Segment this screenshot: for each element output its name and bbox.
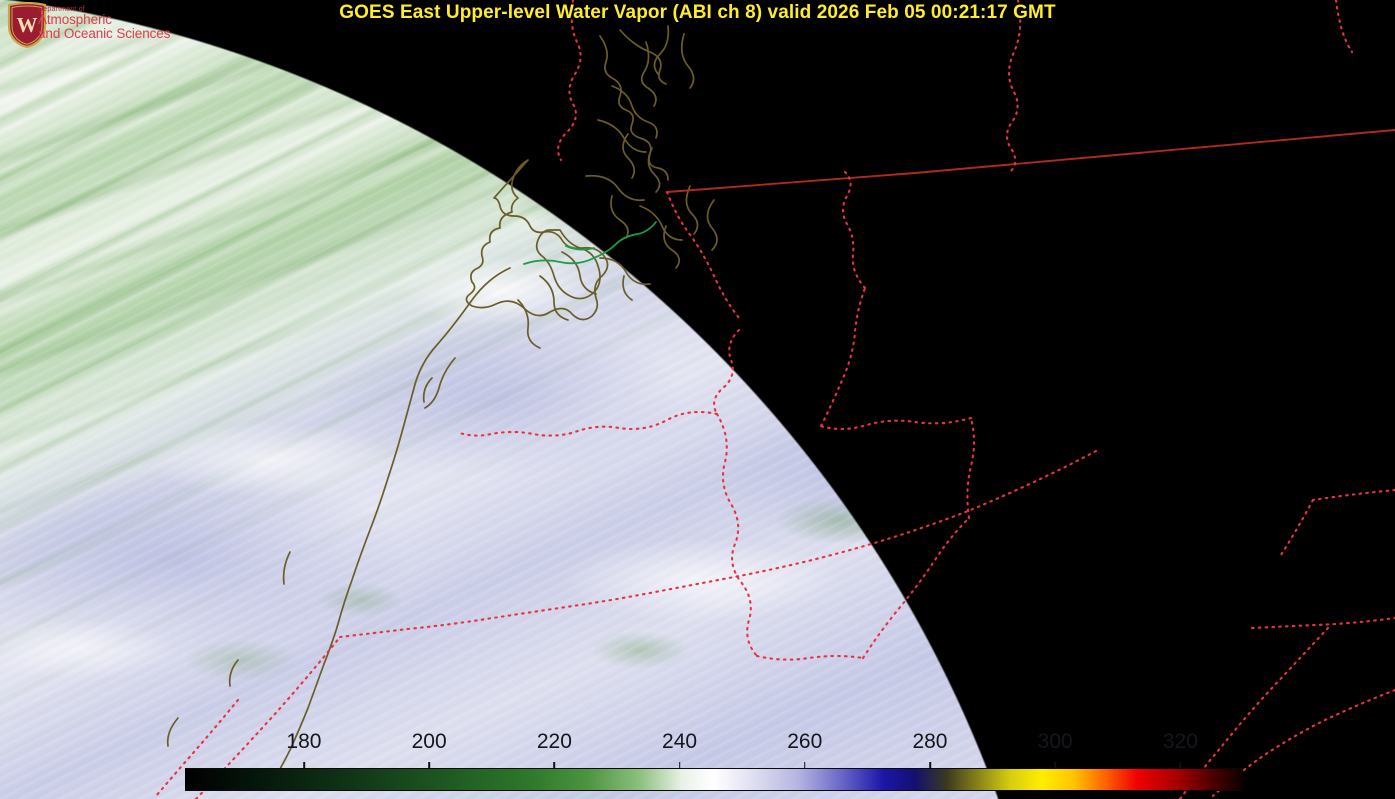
page-title: GOES East Upper-level Water Vapor (ABI c… — [339, 2, 1056, 23]
colorbar-label-320: 320 — [1162, 730, 1198, 753]
logo-text: Department of Atmospheric and Oceanic Sc… — [38, 6, 170, 41]
colorbar-tick-200 — [428, 762, 430, 768]
colorbar-tick-labels: 180 200 220 240 260 280 300 320 — [185, 730, 1243, 758]
uw-aos-logo: W Department of Atmospheric and Oceanic … — [4, 1, 204, 49]
colorbar-label-300: 300 — [1037, 730, 1073, 753]
national-border-layer — [666, 129, 1395, 193]
inland-water-line — [523, 221, 657, 265]
colorbar: 180 200 220 240 260 280 300 320 — [185, 730, 1243, 791]
colorbar-tick-320 — [1179, 762, 1182, 768]
colorbar-tick-220 — [553, 762, 556, 768]
colorbar-tick-240 — [678, 762, 681, 768]
colorbar-label-220: 220 — [536, 730, 572, 753]
colorbar-tick-180 — [303, 762, 305, 768]
colorbar-tick-300 — [1054, 762, 1056, 768]
logo-line-1: Atmospheric — [38, 12, 112, 28]
colorbar-gradient — [185, 768, 1243, 791]
colorbar-label-180: 180 — [286, 730, 322, 753]
colorbar-label-240: 240 — [662, 730, 698, 753]
colorbar-tick-marks — [185, 762, 1243, 768]
colorbar-label-200: 200 — [411, 730, 447, 753]
svg-text:W: W — [17, 13, 38, 37]
colorbar-label-280: 280 — [912, 730, 948, 753]
colorbar-label-260: 260 — [787, 730, 823, 753]
colorbar-tick-280 — [929, 762, 931, 768]
logo-line-2: and Oceanic Sciences — [38, 26, 171, 42]
coastline-layer — [166, 25, 718, 791]
state-province-border-layer — [154, 0, 1395, 799]
uw-madison-crest-icon: W — [6, 1, 48, 49]
colorbar-tick-260 — [803, 762, 806, 768]
logo-dept-line: Department of — [38, 6, 85, 13]
